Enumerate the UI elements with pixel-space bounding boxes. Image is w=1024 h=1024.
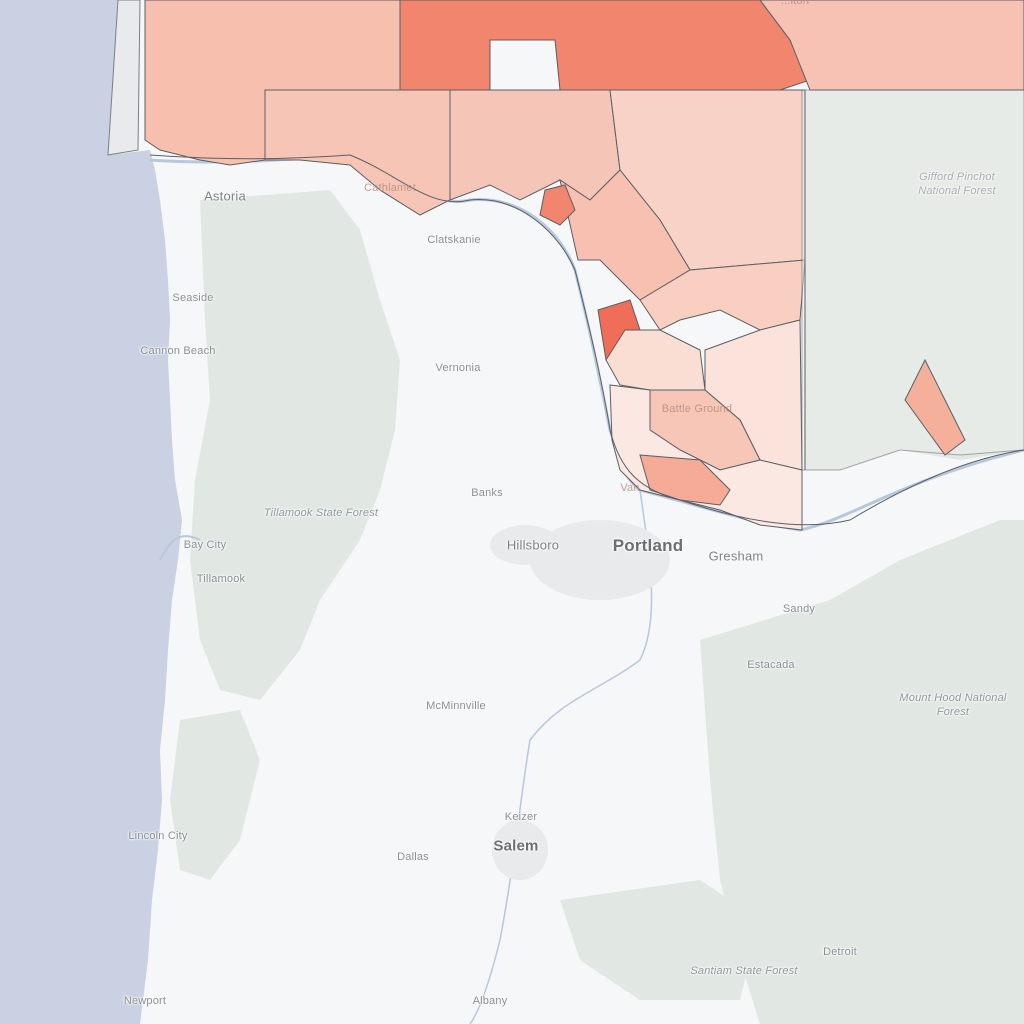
label-vancouver-partial: Van bbox=[620, 482, 640, 494]
label-astoria: Astoria bbox=[204, 188, 246, 204]
label-portland: Portland bbox=[612, 536, 684, 555]
long-beach-peninsula bbox=[107, 0, 141, 156]
label-kelso-partial: ...lton bbox=[780, 0, 810, 7]
region-skamania bbox=[801, 89, 1024, 471]
label-battle-ground-partial: Battle Ground bbox=[661, 403, 733, 415]
label-lincoln-city: Lincoln City bbox=[128, 830, 188, 842]
label-banks: Banks bbox=[471, 487, 503, 499]
region-stevenson bbox=[904, 358, 966, 456]
label-cannon-beach: Cannon Beach bbox=[140, 345, 216, 357]
region-longview bbox=[449, 89, 621, 201]
label-albany: Albany bbox=[472, 995, 508, 1007]
label-santiam-state-forest: Santiam State Forest bbox=[690, 965, 798, 977]
label-gifford-pinchot-national-forest: Gifford Pinchot National Forest bbox=[918, 171, 996, 197]
label-mount-hood-national-forest: Mount Hood National Forest bbox=[899, 692, 1007, 718]
county-cowlitz-north bbox=[399, 0, 811, 91]
label-dallas: Dallas bbox=[397, 851, 429, 863]
region-vancouver bbox=[609, 384, 803, 531]
label-newport: Newport bbox=[123, 995, 167, 1007]
label-tillamook-state-forest: Tillamook State Forest bbox=[263, 507, 379, 519]
label-sandy: Sandy bbox=[782, 603, 816, 615]
label-gresham: Gresham bbox=[708, 548, 764, 564]
label-detroit: Detroit bbox=[823, 946, 857, 958]
urban-areas bbox=[490, 520, 670, 880]
label-hillsboro: Hillsboro bbox=[506, 537, 560, 553]
label-salem: Salem bbox=[493, 837, 539, 855]
label-mcminnville: McMinnville bbox=[426, 700, 486, 712]
region-vancouver-urban bbox=[639, 454, 731, 506]
label-keizer: Keizer bbox=[504, 811, 538, 823]
label-clatskanie: Clatskanie bbox=[427, 234, 481, 246]
choropleth-regions bbox=[144, 0, 1024, 531]
boundaries bbox=[149, 90, 1024, 526]
label-cathlamet: Cathlamet bbox=[364, 182, 416, 194]
label-seaside: Seaside bbox=[172, 292, 214, 304]
label-tillamook: Tillamook bbox=[196, 573, 246, 585]
label-estacada: Estacada bbox=[747, 659, 795, 671]
region-longview-small bbox=[539, 184, 576, 226]
label-bay-city: Bay City bbox=[183, 539, 227, 551]
label-vernonia: Vernonia bbox=[435, 362, 481, 374]
